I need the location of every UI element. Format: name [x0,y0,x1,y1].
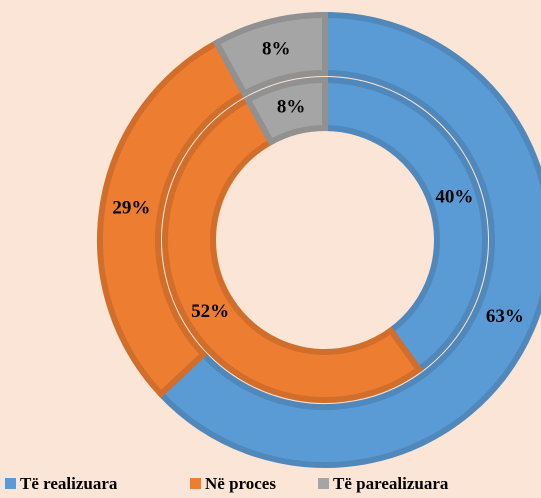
donut-segment [162,95,424,403]
data-label: 8% [277,97,306,118]
legend-marker [318,478,329,489]
legend-label: Në proces [205,474,276,493]
legend-marker [5,478,16,489]
data-label: 52% [191,301,229,322]
data-label: 8% [262,39,291,60]
donut-segment [156,11,541,468]
data-label: 40% [435,186,473,207]
legend-label: Të realizuara [20,474,118,493]
donut-segment [212,11,328,98]
legend-label: Të parealizuara [333,474,449,493]
data-label: 29% [112,198,150,219]
data-label: 63% [486,306,524,327]
donut-segment [243,76,328,146]
donut-segment [322,76,488,374]
legend-marker [190,478,201,489]
